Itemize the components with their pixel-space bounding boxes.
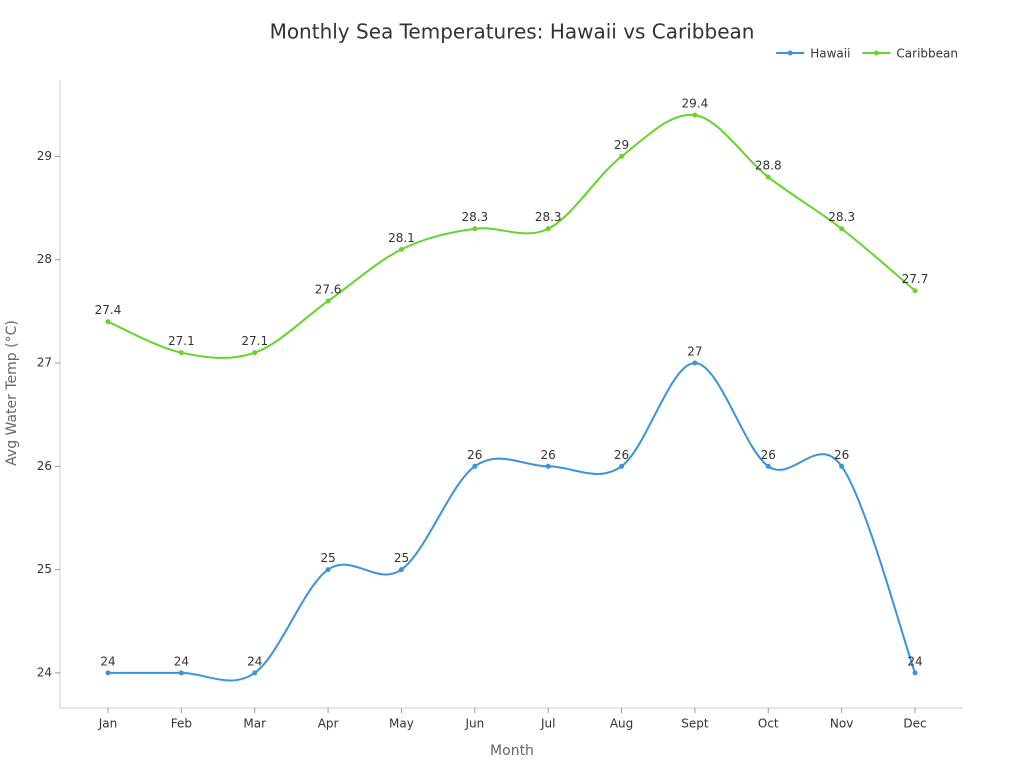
point <box>692 360 698 366</box>
point <box>692 112 698 118</box>
chart-title: Monthly Sea Temperatures: Hawaii vs Cari… <box>270 20 755 44</box>
data-label: 25 <box>394 551 409 565</box>
x-tick-label: Oct <box>758 717 779 731</box>
x-tick-label: Dec <box>903 717 926 731</box>
data-label: 28.3 <box>461 210 488 224</box>
y-tick-label: 26 <box>37 459 52 473</box>
point <box>178 670 184 676</box>
point <box>912 288 918 294</box>
point <box>472 226 478 232</box>
data-label: 28.3 <box>828 210 855 224</box>
y-tick-label: 29 <box>37 149 52 163</box>
x-tick-label: Aug <box>610 717 633 731</box>
x-tick-label: Mar <box>243 717 266 731</box>
y-axis-label: Avg Water Temp (°C) <box>4 320 20 466</box>
data-label: 27.7 <box>902 272 929 286</box>
data-label: 27.6 <box>315 283 342 297</box>
point <box>178 350 184 356</box>
data-label: 26 <box>541 448 556 462</box>
x-tick-label: Jan <box>98 717 118 731</box>
y-tick-label: 25 <box>37 562 52 576</box>
data-label: 28.3 <box>535 210 562 224</box>
point <box>765 174 771 180</box>
point <box>105 319 111 325</box>
series-line <box>108 362 916 682</box>
point <box>839 226 845 232</box>
data-label: 29.4 <box>682 97 709 111</box>
point <box>472 463 478 469</box>
legend-marker <box>873 50 879 56</box>
x-tick-label: May <box>389 717 414 731</box>
data-label: 25 <box>320 551 335 565</box>
point <box>545 463 551 469</box>
x-tick-label: Apr <box>318 717 339 731</box>
data-label: 24 <box>100 654 115 668</box>
data-label: 24 <box>907 654 922 668</box>
point <box>912 670 918 676</box>
point <box>252 350 258 356</box>
data-label: 26 <box>834 448 849 462</box>
point <box>545 226 551 232</box>
y-tick-label: 28 <box>37 252 52 266</box>
y-tick-label: 24 <box>37 665 52 679</box>
x-tick-label: Feb <box>171 717 192 731</box>
data-label: 27.4 <box>95 303 122 317</box>
data-label: 28.1 <box>388 231 415 245</box>
point <box>105 670 111 676</box>
data-label: 26 <box>467 448 482 462</box>
legend-marker <box>787 50 793 56</box>
data-label: 27.1 <box>168 334 195 348</box>
data-label: 29 <box>614 138 629 152</box>
x-tick-label: Sept <box>681 717 709 731</box>
point <box>839 463 845 469</box>
series-line <box>107 113 916 359</box>
data-label: 24 <box>174 654 189 668</box>
point <box>252 670 258 676</box>
legend-label: Caribbean <box>896 47 958 61</box>
point <box>398 567 404 573</box>
x-tick-label: Nov <box>830 717 853 731</box>
point <box>398 246 404 252</box>
data-label: 27 <box>687 345 702 359</box>
point <box>325 298 331 304</box>
data-label: 26 <box>761 448 776 462</box>
x-tick-label: Jun <box>464 717 484 731</box>
x-axis-label: Month <box>490 743 534 759</box>
point <box>619 153 625 159</box>
point <box>325 567 331 573</box>
point <box>765 463 771 469</box>
point <box>619 463 625 469</box>
data-label: 27.1 <box>241 334 268 348</box>
x-tick-label: Jul <box>540 717 555 731</box>
data-label: 28.8 <box>755 159 782 173</box>
legend-label: Hawaii <box>810 47 850 61</box>
data-label: 24 <box>247 654 262 668</box>
data-label: 26 <box>614 448 629 462</box>
y-tick-label: 27 <box>37 356 52 370</box>
